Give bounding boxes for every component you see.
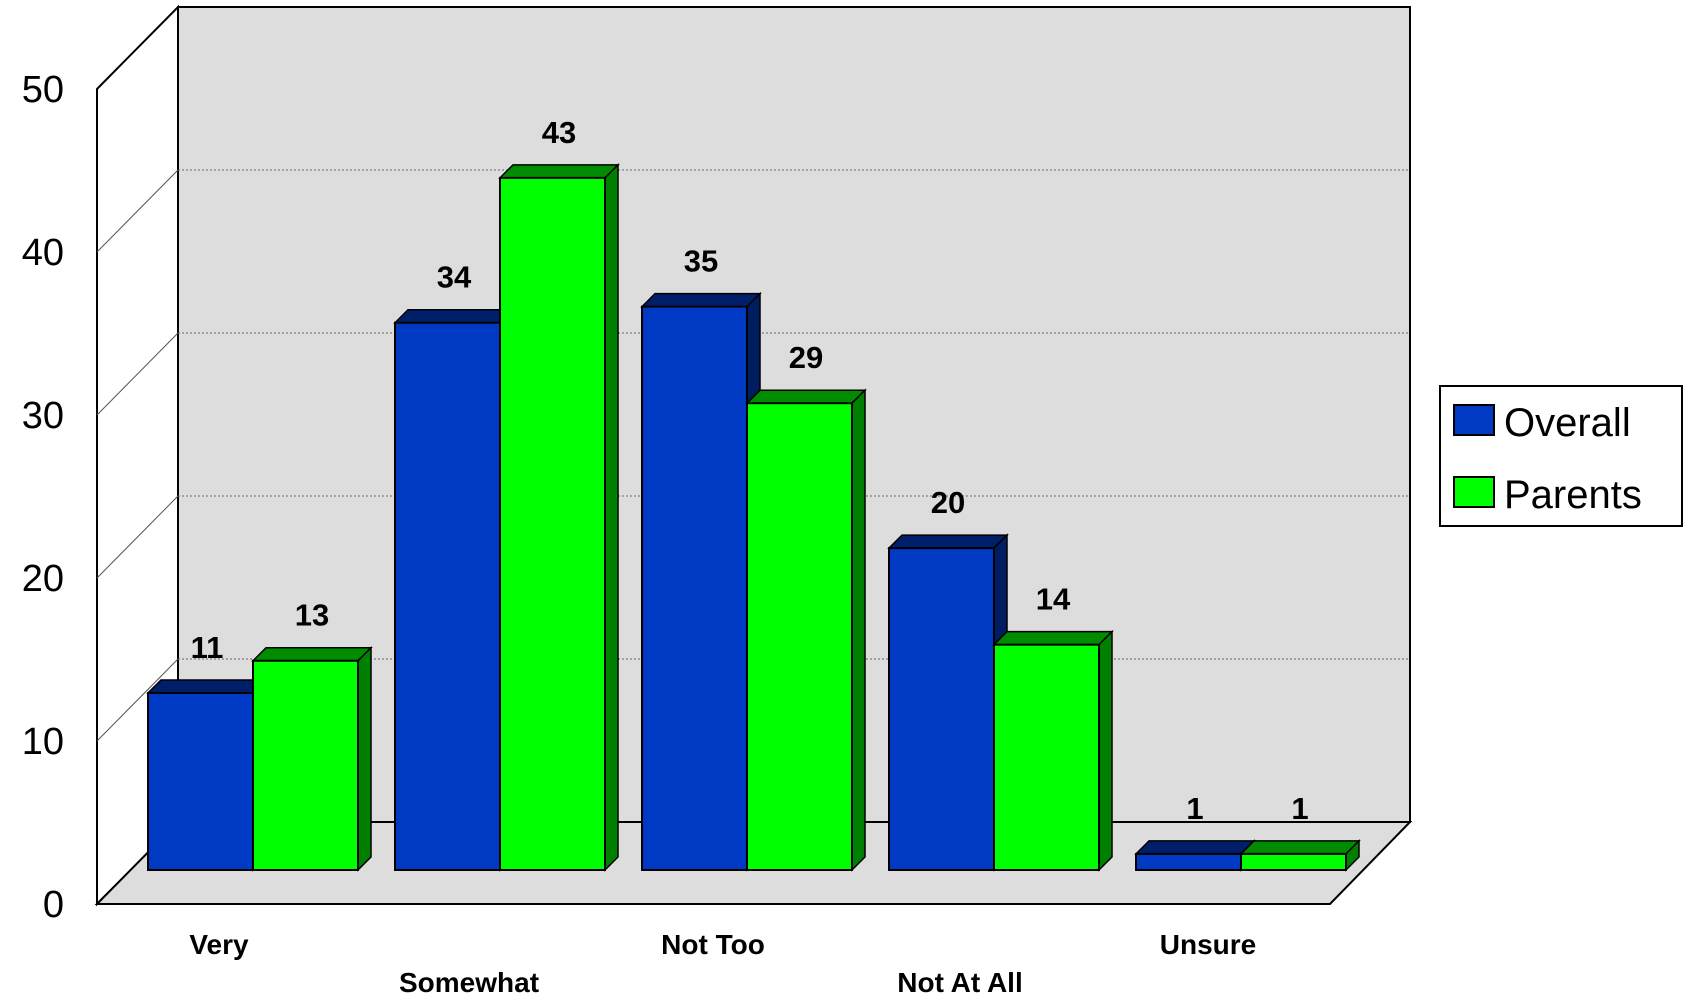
y-tick-label: 30	[22, 395, 64, 437]
data-label: 20	[931, 485, 965, 520]
legend-label-overall: Overall	[1504, 401, 1631, 445]
data-label: 29	[789, 340, 823, 375]
bar-top	[887, 534, 1009, 549]
bar-top	[393, 308, 515, 324]
y-tick-label: 40	[22, 232, 64, 274]
legend: Overall Parents	[1439, 385, 1683, 527]
gridline-side	[96, 658, 179, 742]
bar-top	[146, 679, 268, 694]
data-label: 11	[191, 630, 224, 665]
y-tick-label: 20	[22, 558, 64, 600]
bar-overall-very	[147, 691, 254, 871]
bar-parents-not-at-all	[993, 643, 1100, 872]
bar-overall-unsure	[1135, 852, 1242, 871]
bar-overall-somewhat	[394, 321, 501, 872]
x-tick-label: Not Too	[661, 929, 765, 960]
bar-top	[745, 389, 867, 404]
data-label: 34	[437, 260, 472, 295]
bar-top	[992, 630, 1114, 646]
bar-top	[251, 646, 373, 662]
y-tick-label: 50	[22, 69, 64, 111]
y-axis: 0 10 20 30 40 50	[22, 69, 64, 926]
bar-parents-unsure	[1240, 852, 1347, 871]
legend-swatch-overall	[1453, 404, 1495, 436]
bars	[146, 163, 1361, 872]
x-axis: Very Somewhat Not Too Not At All Unsure	[189, 929, 1256, 996]
bar-overall-not-at-all	[888, 547, 995, 871]
bar-top	[640, 292, 762, 308]
data-label: 13	[295, 598, 329, 633]
bar-overall-not-too	[641, 305, 748, 872]
bar-parents-somewhat	[499, 176, 606, 871]
data-label: 1	[1291, 791, 1308, 826]
x-tick-label: Not At All	[897, 967, 1022, 996]
data-label: 14	[1036, 582, 1071, 617]
gridline-side	[96, 169, 179, 253]
bar-parents-not-too	[746, 402, 853, 871]
data-label: 1	[1186, 791, 1203, 826]
gridline-side	[96, 495, 179, 579]
bar-top	[498, 164, 620, 179]
x-tick-label: Unsure	[1160, 929, 1256, 960]
bar-top	[1134, 840, 1256, 855]
x-tick-label: Very	[189, 929, 249, 960]
bar-side	[851, 388, 866, 872]
y-tick-label: 10	[22, 721, 64, 763]
bar-parents-very	[252, 659, 359, 872]
x-tick-label: Somewhat	[399, 967, 539, 996]
y-tick-label: 0	[43, 884, 64, 926]
legend-swatch-parents	[1453, 476, 1495, 508]
gridline-side	[96, 332, 179, 416]
bar-side	[604, 163, 619, 872]
data-label: 43	[542, 115, 576, 150]
bar-top	[1239, 840, 1361, 855]
legend-label-parents: Parents	[1504, 473, 1642, 517]
data-label: 35	[684, 244, 718, 279]
bar-side	[357, 645, 372, 872]
bar-side	[1098, 629, 1113, 872]
